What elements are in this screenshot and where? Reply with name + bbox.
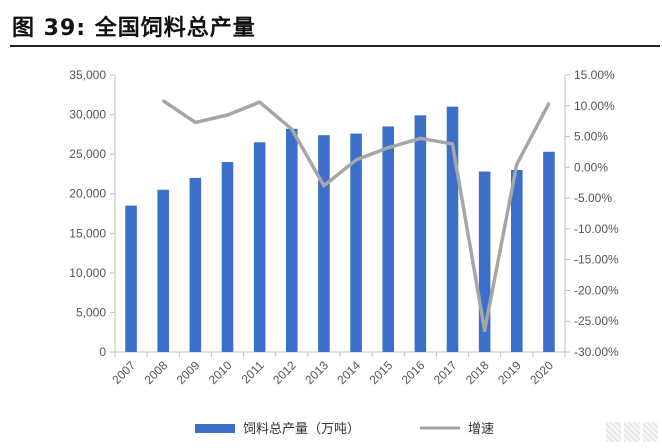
bar-2016	[414, 115, 427, 352]
title-divider	[10, 45, 660, 47]
bar-2007	[125, 205, 137, 352]
growth-point-2015	[387, 146, 390, 149]
bar-2009	[189, 177, 202, 352]
growth-point-2011	[258, 100, 261, 104]
x-tick-label: 2017	[431, 358, 460, 387]
x-tick-label: 2012	[270, 358, 299, 387]
y-right-tick-label: 5.00%	[574, 130, 608, 144]
y-right-tick-label: -15.00%	[574, 253, 619, 267]
axes: 0 5,000 10,000 15,000 20,000 25,000 30,000 35,0…	[69, 68, 619, 387]
bar-2008	[157, 189, 169, 352]
growth-point-2008	[162, 99, 165, 103]
y-right-tick-label: 10.00%	[574, 99, 615, 113]
y-right-tick-label: -5.00%	[574, 191, 612, 205]
x-tick-label: 2019	[495, 358, 524, 387]
x-tick-label: 2008	[142, 358, 171, 387]
legend-label-bar: 饲料总产量（万吨）	[243, 422, 360, 437]
y-left-tick-label: 30,000	[69, 108, 106, 122]
growth-line-series	[162, 99, 551, 333]
growth-point-2009	[194, 121, 197, 124]
x-tick-label: 2015	[367, 358, 396, 387]
growth-point-2018	[483, 329, 486, 332]
bar-series	[125, 106, 555, 353]
y-right-tick-label: 15.00%	[574, 68, 615, 82]
y-right-tick-label: -10.00%	[574, 222, 619, 236]
bar-2011	[253, 142, 266, 352]
y-right-tick-label: -30.00%	[574, 345, 619, 359]
bar-2013	[318, 135, 330, 352]
y-left-tick-label: 25,000	[69, 147, 106, 161]
y-right-tick-label: -25.00%	[574, 314, 619, 328]
growth-point-2014	[354, 158, 358, 162]
bar-2018	[478, 171, 491, 352]
growth-point-2016	[419, 137, 422, 140]
legend-swatch-bar	[195, 424, 235, 433]
growth-point-2017	[451, 142, 454, 146]
y-left-tick-label: 20,000	[69, 187, 106, 201]
y-right-tick-label: -20.00%	[574, 283, 619, 297]
growth-point-2019	[515, 163, 518, 166]
chart-title: 图 39: 全国饲料总产量	[12, 16, 256, 41]
bar-2019	[511, 169, 523, 352]
bar-2017	[446, 106, 459, 353]
x-tick-label: 2020	[527, 358, 556, 387]
y-right-tick-label: 0.00%	[574, 160, 608, 174]
title-bar: 图 39: 全国饲料总产量	[0, 0, 662, 52]
growth-point-2020	[547, 102, 551, 105]
x-tick-label: 2007	[109, 358, 138, 387]
growth-point-2010	[226, 113, 229, 117]
x-tick-label: 2013	[302, 358, 331, 387]
legend-label-line: 增速	[468, 422, 494, 437]
y-left-tick-label: 35,000	[69, 68, 106, 82]
bar-2010	[221, 162, 234, 352]
x-tick-label: 2018	[463, 358, 492, 387]
x-tick-label: 2016	[399, 358, 428, 387]
growth-point-2013	[322, 184, 326, 187]
bar-2012	[286, 128, 298, 352]
x-tick-label: 2014	[334, 358, 363, 387]
y-left-tick-label: 0	[99, 345, 106, 359]
legend: 饲料总产量（万吨） 增速	[195, 422, 494, 437]
watermark	[606, 422, 658, 442]
x-tick-label: 2010	[206, 358, 235, 387]
bar-2020	[543, 151, 555, 352]
x-tick-label: 2009	[174, 358, 203, 387]
y-left-tick-label: 5,000	[76, 305, 106, 319]
y-left-tick-label: 15,000	[69, 226, 106, 240]
bar-2015	[382, 126, 394, 352]
x-tick-label: 2011	[239, 358, 267, 386]
y-left-tick-label: 10,000	[69, 266, 106, 280]
bar-2014	[350, 133, 362, 352]
growth-point-2012	[290, 127, 293, 131]
